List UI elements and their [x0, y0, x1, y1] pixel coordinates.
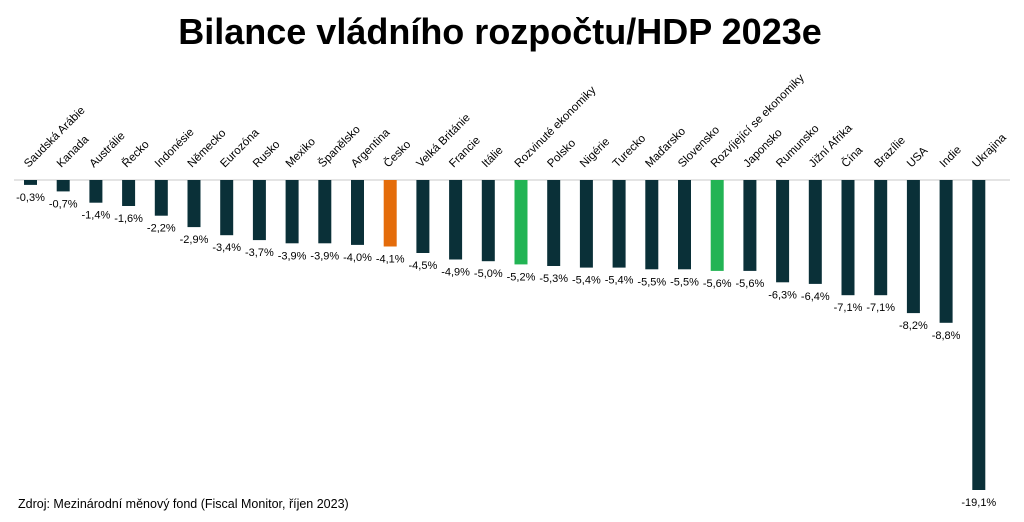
bar [645, 180, 659, 270]
value-label: -4,0% [343, 252, 372, 264]
value-label: -1,6% [114, 213, 143, 225]
bar [449, 180, 463, 260]
chart-title: Bilance vládního rozpočtu/HDP 2023e [178, 11, 822, 52]
value-label: -4,9% [441, 267, 470, 279]
bar [154, 180, 168, 216]
value-label: -8,2% [899, 320, 928, 332]
bar [612, 180, 626, 268]
value-label: -7,1% [866, 302, 895, 314]
category-label: Mexiko [284, 136, 318, 170]
bar [547, 180, 561, 266]
category-label: Indie [938, 144, 964, 170]
category-label: Rusko [251, 139, 283, 171]
value-label: -5,4% [572, 275, 601, 287]
bar [906, 180, 920, 314]
category-label: Řecko [120, 138, 152, 170]
value-label: -6,4% [801, 291, 830, 303]
bar [56, 180, 70, 192]
value-label: -4,5% [409, 260, 438, 272]
value-label: -6,3% [768, 289, 797, 301]
bar [24, 180, 37, 185]
value-label: -0,7% [49, 198, 78, 210]
bar [710, 180, 724, 271]
bar [416, 180, 430, 253]
bar [841, 180, 855, 296]
value-label: -8,8% [932, 330, 961, 342]
value-label: -3,4% [212, 242, 241, 254]
bar [220, 180, 234, 236]
value-label: -3,7% [245, 247, 274, 259]
bar [972, 180, 986, 490]
value-label: -19,1% [961, 497, 996, 509]
bar [743, 180, 757, 271]
category-label: Čína [839, 143, 866, 170]
value-label: -5,3% [539, 273, 568, 285]
bar [874, 180, 888, 296]
bar [187, 180, 201, 228]
bar [285, 180, 299, 244]
value-label: -7,1% [834, 302, 863, 314]
value-label: -5,6% [736, 278, 765, 290]
bar [776, 180, 790, 283]
value-label: -5,5% [670, 276, 699, 288]
value-label: -2,2% [147, 223, 176, 235]
category-label: Nigérie [578, 136, 612, 170]
bar [939, 180, 953, 323]
value-label: -5,5% [637, 276, 666, 288]
value-label: -3,9% [310, 250, 339, 262]
value-labels-group: -0,3% -0,7% -1,4% -1,6% -2,2% -2,9%-3,4% -3,7%… [16, 192, 996, 509]
value-label: -5,4% [605, 275, 634, 287]
value-label: -0,3% [16, 192, 45, 204]
bar [579, 180, 593, 268]
bar [351, 180, 364, 245]
bar [514, 180, 528, 265]
value-label: -2,9% [180, 234, 209, 246]
value-label: -1,4% [82, 210, 111, 222]
value-label: -3,9% [278, 250, 307, 262]
category-label: Polsko [545, 137, 578, 170]
bar [122, 180, 136, 206]
value-label: -4,1% [376, 254, 405, 266]
category-label: Itálie [480, 144, 506, 170]
bar [89, 180, 103, 203]
bar [383, 180, 397, 247]
category-label: Ukrajina [970, 131, 1009, 170]
bar [808, 180, 822, 284]
bars-group [24, 180, 986, 490]
bar [252, 180, 266, 241]
source-note: Zdroj: Mezinárodní měnový fond (Fiscal M… [18, 497, 349, 511]
bar [678, 180, 691, 270]
value-label: -5,0% [474, 268, 503, 280]
category-label: Česko [381, 138, 413, 170]
category-label: USA [905, 145, 930, 170]
bar [481, 180, 495, 262]
category-label: Brazílie [872, 135, 908, 171]
bar [318, 180, 332, 244]
category-label: Turecko [611, 133, 649, 171]
value-label: -5,6% [703, 278, 732, 290]
value-label: -5,2% [507, 271, 536, 283]
